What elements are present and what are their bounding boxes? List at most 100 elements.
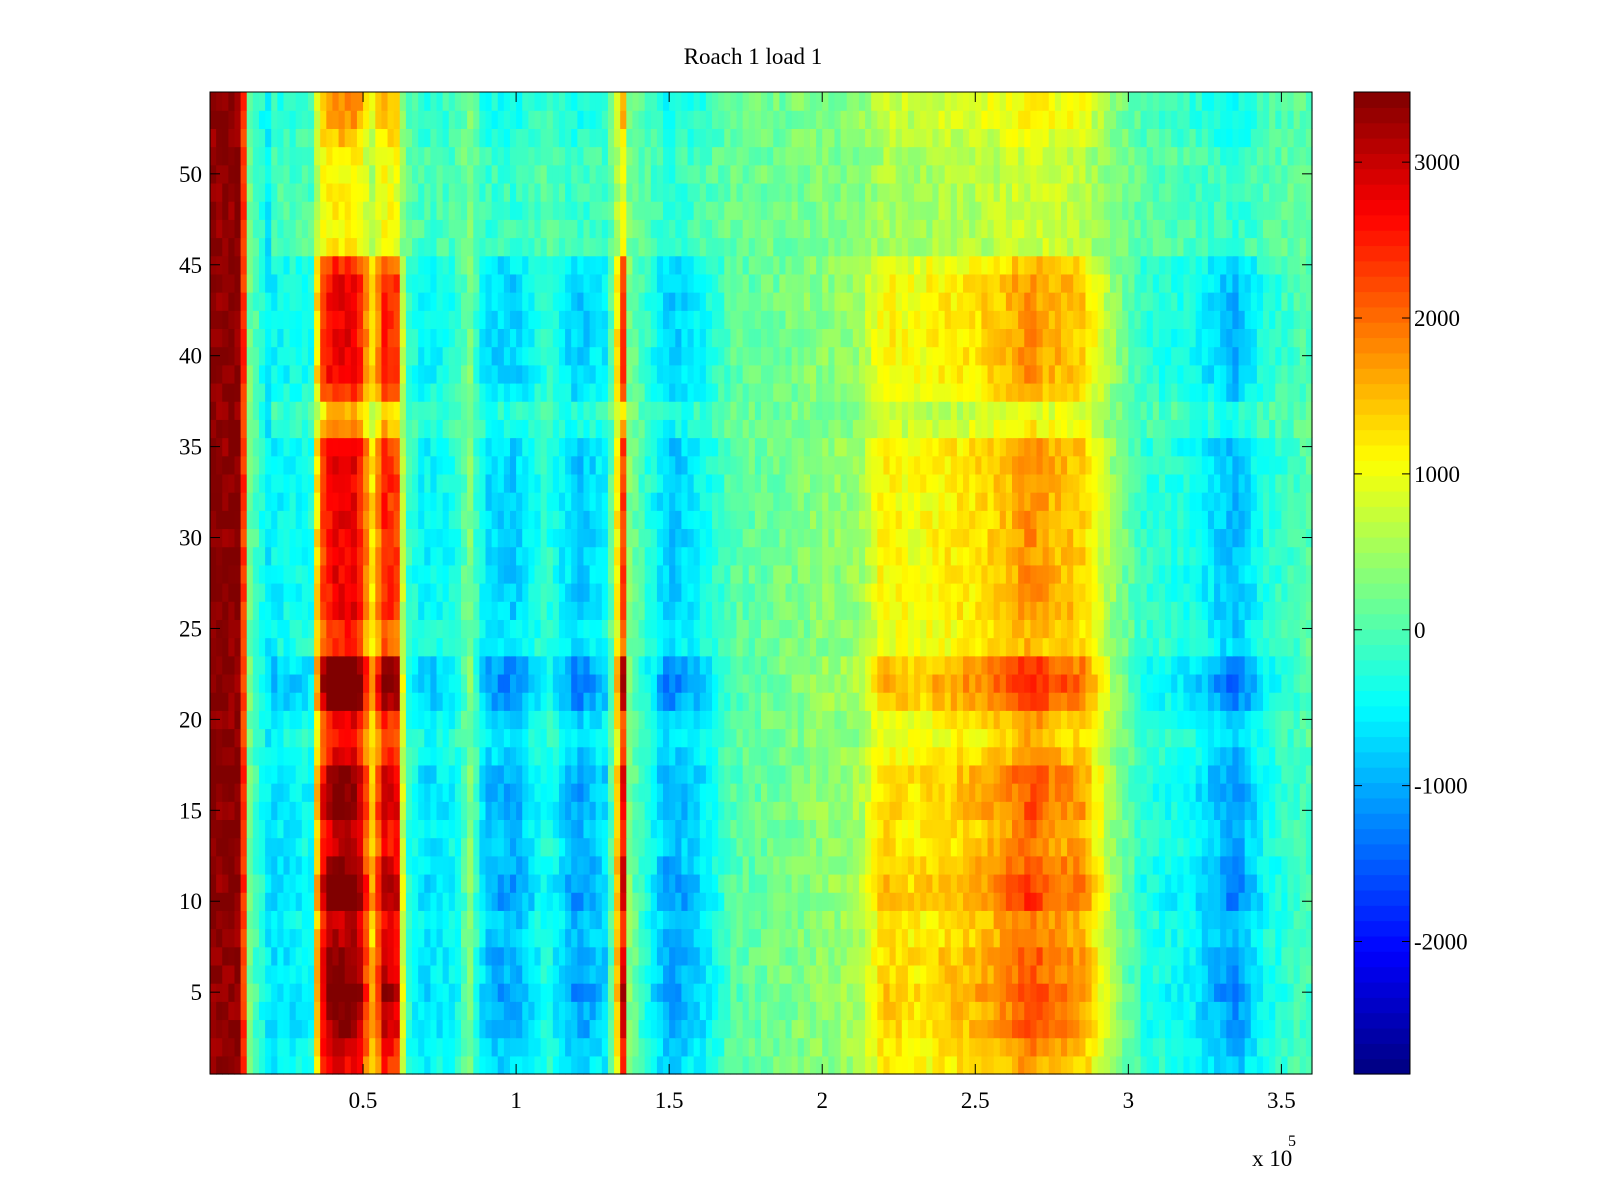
heatmap-cell: [834, 583, 842, 602]
heatmap-cell: [816, 692, 823, 711]
heatmap-cell: [601, 928, 609, 948]
heatmap-cell: [589, 1037, 597, 1057]
heatmap-cell: [920, 655, 927, 675]
heatmap-cell: [1116, 910, 1123, 930]
heatmap-cell: [258, 801, 266, 821]
heatmap-cell: [326, 783, 334, 802]
heatmap-cell: [1281, 692, 1289, 711]
heatmap-cell: [393, 1019, 401, 1039]
heatmap-cell: [283, 764, 291, 784]
heatmap-cell: [767, 619, 774, 639]
heatmap-cell: [656, 910, 664, 930]
heatmap-cell: [1189, 1001, 1197, 1021]
heatmap-cell: [650, 710, 658, 730]
heatmap-cell: [620, 728, 627, 748]
heatmap-cell: [1085, 1055, 1093, 1075]
heatmap-cell: [791, 1037, 799, 1057]
heatmap-cell: [571, 1001, 578, 1021]
heatmap-cell: [926, 928, 934, 948]
heatmap-cell: [1177, 746, 1185, 766]
heatmap-cell: [326, 819, 334, 839]
heatmap-cell: [522, 710, 529, 730]
heatmap-cell: [1128, 892, 1136, 911]
heatmap-cell: [295, 1037, 303, 1057]
heatmap-cell: [803, 819, 811, 839]
heatmap-cell: [871, 783, 878, 802]
heatmap-cell: [1012, 892, 1019, 911]
heatmap-cell: [797, 1019, 805, 1039]
heatmap-cell: [687, 1037, 695, 1057]
heatmap-cell: [822, 728, 829, 748]
heatmap-cell: [1263, 855, 1270, 875]
heatmap-cell: [1109, 892, 1117, 911]
heatmap-cell: [705, 655, 713, 675]
heatmap-cell: [1293, 692, 1301, 711]
heatmap-cell: [730, 1037, 738, 1057]
heatmap-cell: [1030, 1019, 1038, 1039]
heatmap-cell: [865, 746, 872, 766]
heatmap-cell: [693, 855, 701, 875]
heatmap-cell: [816, 1001, 823, 1021]
heatmap-cell: [1244, 637, 1252, 657]
heatmap-cell: [1140, 801, 1148, 821]
heatmap-cell: [540, 964, 548, 984]
heatmap-cell: [516, 619, 523, 639]
heatmap-cell: [473, 601, 480, 620]
heatmap-cell: [265, 855, 272, 875]
heatmap-cell: [424, 819, 431, 839]
heatmap-cell: [516, 783, 523, 802]
heatmap-cell: [944, 1055, 952, 1075]
heatmap-cell: [265, 964, 272, 984]
heatmap-cell: [552, 946, 560, 966]
heatmap-cell: [932, 928, 940, 948]
heatmap-cell: [724, 783, 731, 802]
heatmap-cell: [497, 855, 505, 875]
heatmap-cell: [222, 783, 229, 802]
heatmap-cell: [1109, 692, 1117, 711]
heatmap-cell: [932, 1055, 940, 1075]
heatmap-cell: [301, 746, 309, 766]
heatmap-cell: [620, 910, 627, 930]
heatmap-cell: [430, 801, 438, 821]
heatmap-cell: [1073, 1037, 1080, 1057]
heatmap-cell: [442, 892, 450, 911]
heatmap-cell: [828, 1055, 836, 1075]
heatmap-cell: [424, 710, 431, 730]
heatmap-cell: [344, 1037, 352, 1057]
heatmap-cell: [424, 619, 431, 639]
heatmap-cell: [252, 637, 260, 657]
heatmap-cell: [1048, 783, 1056, 802]
heatmap-cell: [705, 637, 713, 657]
heatmap-cell: [1030, 783, 1038, 802]
heatmap-cell: [1152, 837, 1160, 857]
heatmap-cell: [595, 637, 603, 657]
heatmap-cell: [865, 783, 872, 802]
heatmap-cell: [1054, 1055, 1062, 1075]
heatmap-cell: [1299, 837, 1307, 857]
heatmap-cell: [1214, 892, 1221, 911]
heatmap-cell: [834, 746, 842, 766]
heatmap-cell: [681, 764, 689, 784]
heatmap-cell: [730, 783, 738, 802]
heatmap-cell: [1012, 692, 1019, 711]
heatmap-cell: [1109, 964, 1117, 984]
heatmap-cell: [454, 746, 462, 766]
heatmap-cell: [363, 583, 370, 602]
heatmap-cell: [1287, 710, 1295, 730]
heatmap-cell: [1238, 710, 1246, 730]
heatmap-cell: [748, 619, 756, 639]
heatmap-cell: [485, 1019, 493, 1039]
heatmap-cell: [387, 819, 395, 839]
heatmap-cell: [430, 1019, 438, 1039]
heatmap-cell: [644, 583, 652, 602]
heatmap-cell: [822, 983, 829, 1002]
heatmap-cell: [1269, 946, 1276, 966]
heatmap-cell: [1244, 764, 1252, 784]
heatmap-cell: [271, 764, 278, 784]
heatmap-cell: [1134, 692, 1142, 711]
heatmap-cell: [252, 928, 260, 948]
heatmap-cell: [736, 564, 744, 584]
heatmap-cell: [1054, 583, 1062, 602]
heatmap-cell: [265, 583, 272, 602]
heatmap-cell: [1140, 855, 1148, 875]
